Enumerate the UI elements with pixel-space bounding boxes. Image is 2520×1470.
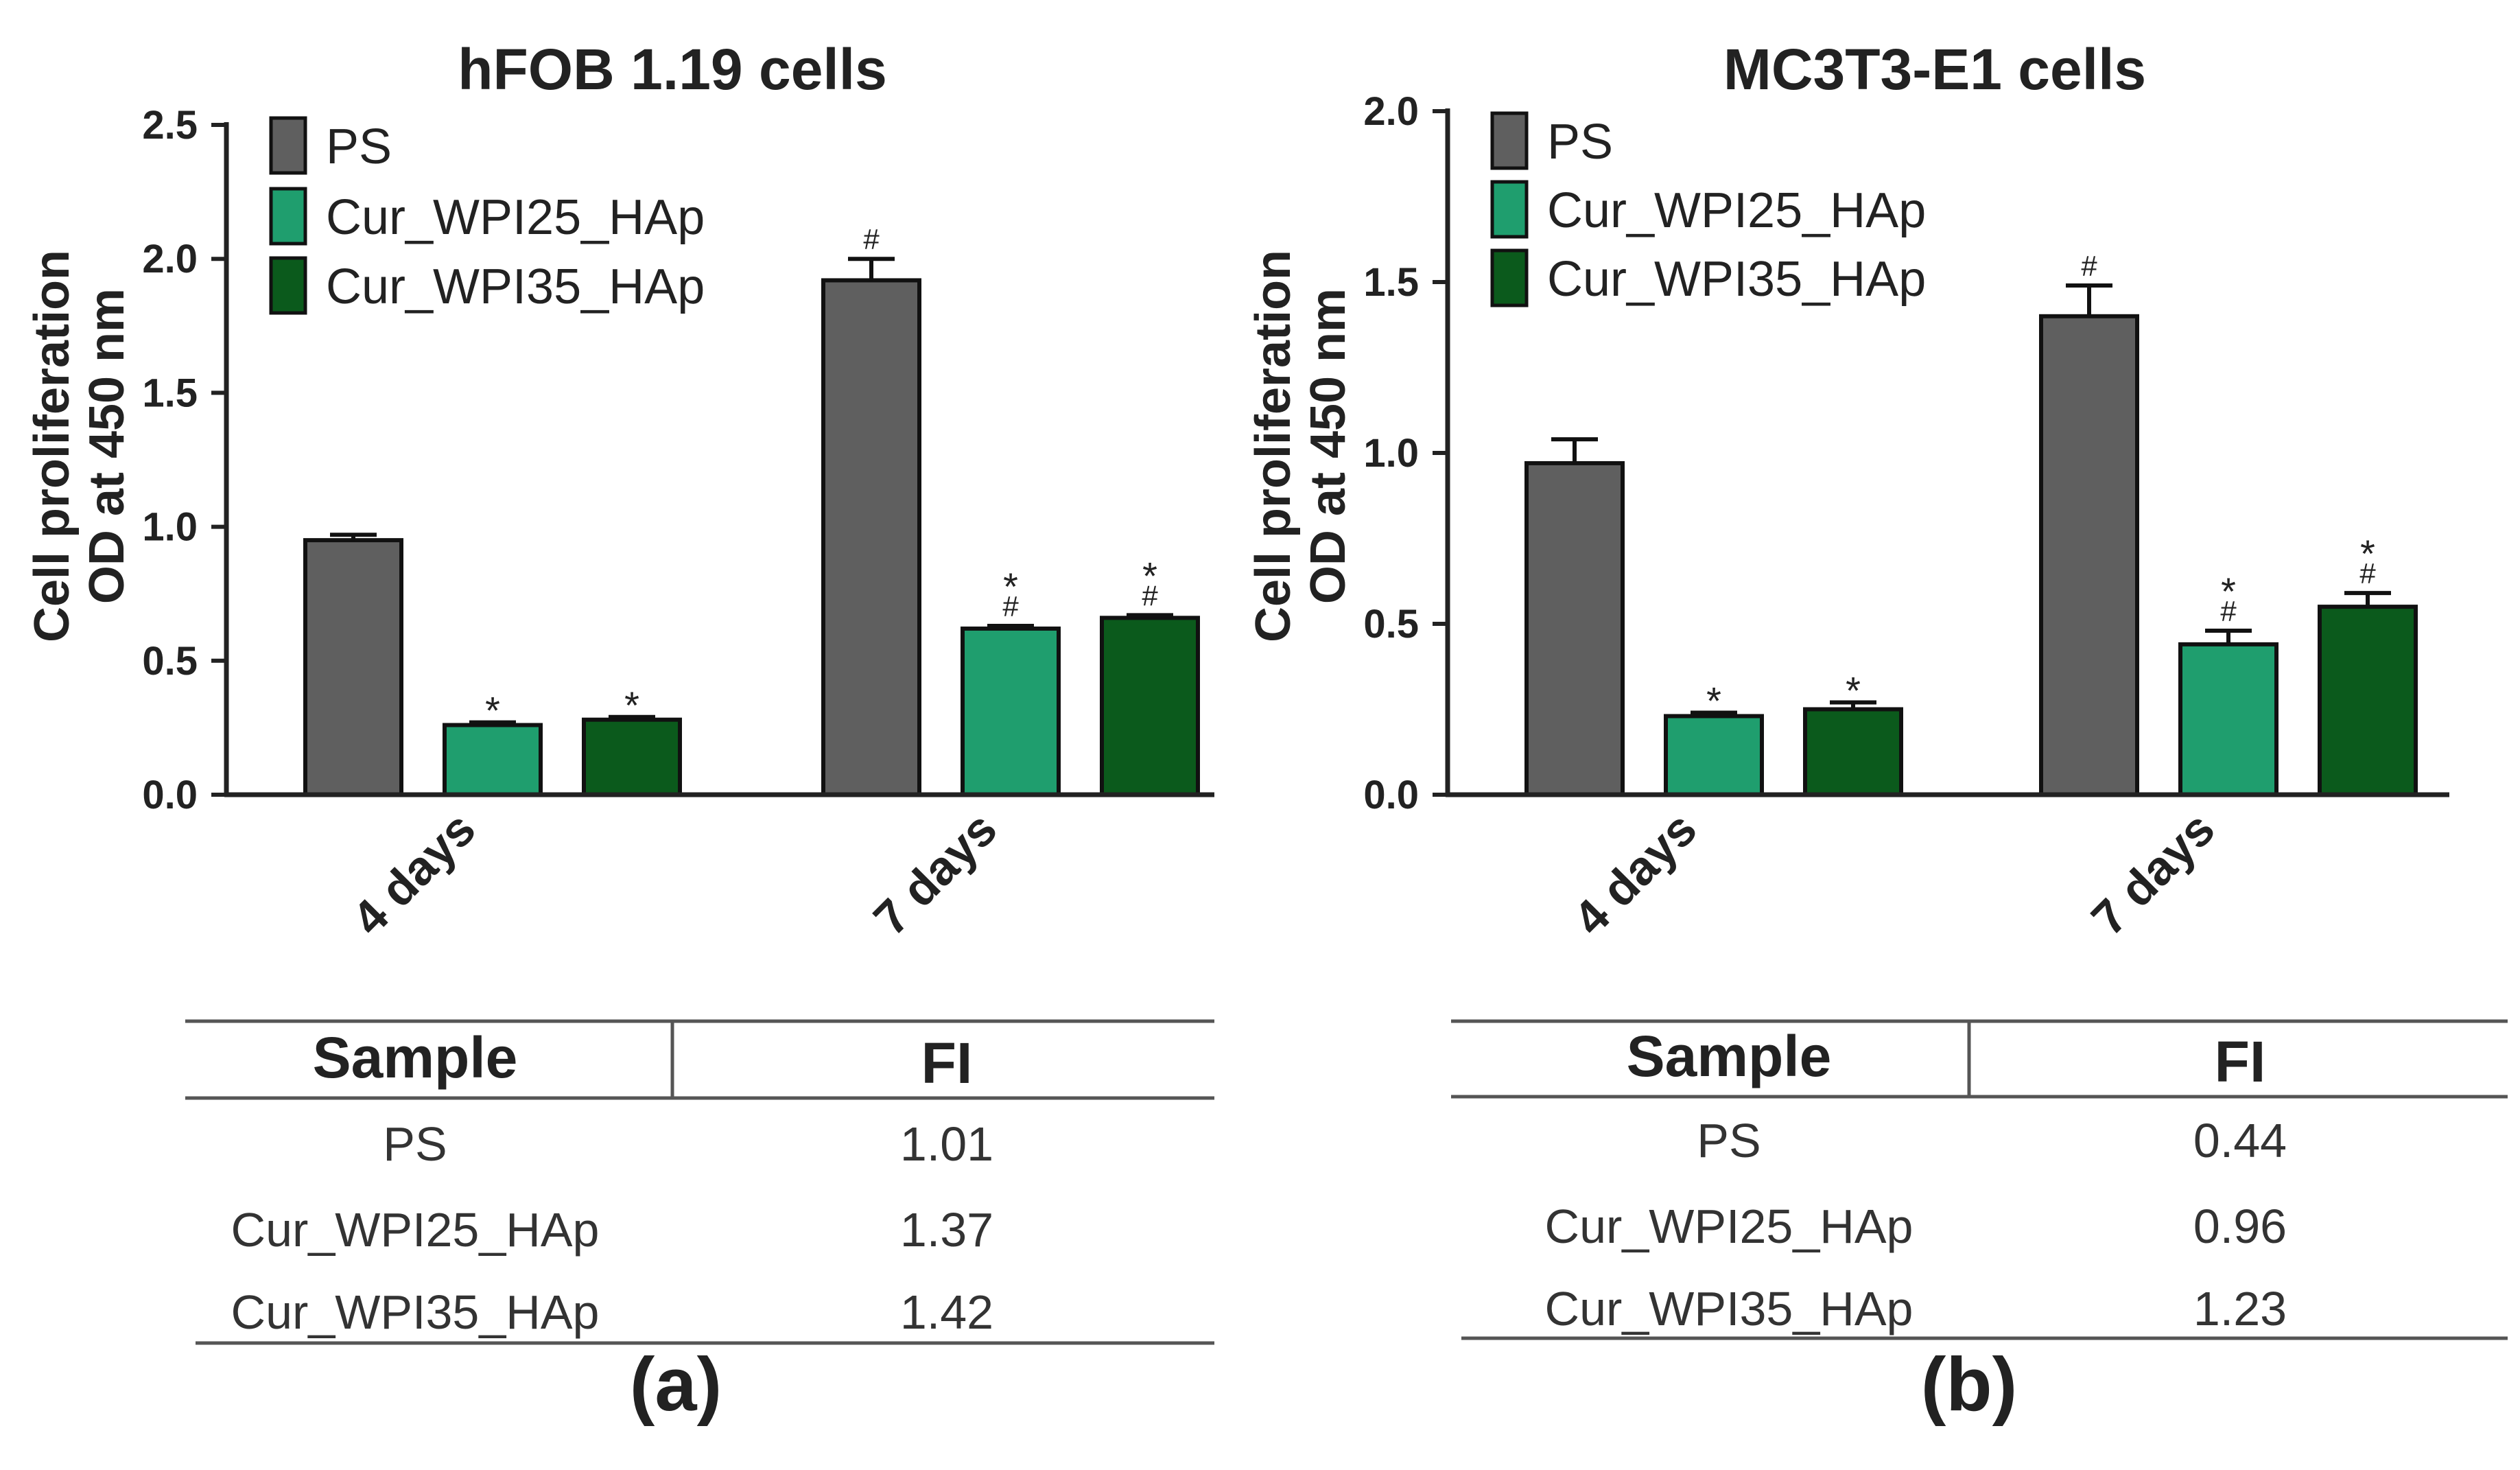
significance-hash: # bbox=[2359, 557, 2376, 590]
legend-swatch-wpi25 bbox=[269, 187, 307, 246]
x-category-label: 7 days bbox=[2081, 802, 2224, 945]
chart-title: MC3T3-E1 cells bbox=[1723, 37, 2146, 102]
chart-panel-a: hFOB 1.19 cells Cell proliferation OD at 4… bbox=[25, 37, 1214, 1427]
legend-swatch-ps bbox=[1490, 111, 1529, 170]
bar-wpi35 bbox=[2318, 605, 2418, 797]
bar-ps bbox=[821, 278, 921, 797]
table-cell-fi: 1.42 bbox=[900, 1285, 993, 1339]
table-header-sample: Sample bbox=[313, 1025, 518, 1090]
panel-label: (a) bbox=[630, 1342, 722, 1427]
fi-table: Sample FI PS 1.01 Cur_WPI25_HAp 1.37 Cur_WPI35… bbox=[185, 1019, 1214, 1345]
legend-label-ps: PS bbox=[1547, 115, 1613, 170]
table-header-sample: Sample bbox=[1627, 1024, 1832, 1088]
legend-label-ps: PS bbox=[326, 119, 392, 174]
y-axis-label-line2: OD at 450 nm bbox=[80, 288, 134, 604]
bar-ps bbox=[303, 538, 403, 797]
table-header-fi: FI bbox=[2215, 1029, 2266, 1094]
x-category-label: 7 days bbox=[863, 802, 1006, 945]
y-tick-label: 1.5 bbox=[142, 371, 198, 415]
legend-label-wpi35: Cur_WPI35_HAp bbox=[326, 259, 705, 314]
y-tick-label: 2.0 bbox=[142, 237, 198, 281]
legend-label-wpi25: Cur_WPI25_HAp bbox=[1547, 183, 1926, 238]
table-cell-fi: 0.44 bbox=[2193, 1114, 2287, 1167]
y-axis-label: Cell proliferation OD at 450 nm bbox=[1246, 250, 1356, 642]
bar-wpi25 bbox=[443, 723, 543, 797]
bar-wpi25 bbox=[2178, 642, 2278, 797]
table-cell-sample: Cur_WPI25_HAp bbox=[231, 1203, 600, 1257]
bar-ps bbox=[1524, 460, 1625, 797]
bar-ps bbox=[2039, 314, 2139, 797]
table-cell-sample: PS bbox=[1697, 1114, 1761, 1167]
y-tick-label: 1.0 bbox=[142, 505, 198, 550]
legend-swatch-wpi35 bbox=[1490, 248, 1529, 307]
bar-wpi35 bbox=[582, 717, 682, 797]
legend-label-wpi25: Cur_WPI25_HAp bbox=[326, 190, 705, 245]
significance-star: * bbox=[2360, 532, 2375, 575]
significance-star: * bbox=[1706, 679, 1721, 722]
significance-hash: # bbox=[1002, 590, 1019, 622]
significance-star: * bbox=[1003, 565, 1018, 608]
table-cell-fi: 1.23 bbox=[2193, 1282, 2287, 1335]
panel-label: (b) bbox=[1921, 1342, 2017, 1427]
significance-hash: # bbox=[863, 223, 880, 255]
significance-star: * bbox=[485, 689, 500, 732]
significance-star: * bbox=[1846, 669, 1861, 712]
chart-panel-b: MC3T3-E1 cells Cell proliferation OD at 45… bbox=[1246, 37, 2508, 1427]
y-tick-label: 0.0 bbox=[142, 773, 198, 817]
y-tick-label: 0.5 bbox=[1363, 602, 1419, 646]
y-axis-label-line2: OD at 450 nm bbox=[1301, 288, 1356, 604]
bar-wpi25 bbox=[1664, 714, 1764, 797]
y-axis-label: Cell proliferation OD at 450 nm bbox=[25, 250, 134, 642]
bar-wpi35 bbox=[1803, 707, 1903, 797]
y-tick-label: 0.5 bbox=[142, 639, 198, 684]
table-cell-sample: Cur_WPI35_HAp bbox=[1545, 1282, 1913, 1335]
legend-swatch-wpi35 bbox=[269, 256, 307, 315]
significance-star: * bbox=[624, 684, 639, 727]
significance-star: * bbox=[1142, 554, 1157, 597]
bar-wpi35 bbox=[1100, 616, 1200, 797]
table-cell-fi: 1.37 bbox=[900, 1203, 993, 1257]
table-cell-sample: Cur_WPI35_HAp bbox=[231, 1285, 600, 1339]
table-cell-sample: PS bbox=[383, 1117, 447, 1171]
y-tick-label: 2.0 bbox=[1363, 89, 1419, 134]
x-category-label: 4 days bbox=[1563, 802, 1706, 945]
y-tick-label: 2.5 bbox=[142, 103, 198, 148]
chart-title: hFOB 1.19 cells bbox=[458, 37, 887, 102]
significance-star: * bbox=[2221, 570, 2236, 613]
y-axis-label-line1: Cell proliferation bbox=[1246, 250, 1301, 642]
table-cell-fi: 1.01 bbox=[900, 1117, 993, 1171]
y-tick-label: 1.0 bbox=[1363, 431, 1419, 476]
legend-label-wpi35: Cur_WPI35_HAp bbox=[1547, 252, 1926, 307]
legend-swatch-wpi25 bbox=[1490, 180, 1529, 239]
y-tick-label: 0.0 bbox=[1363, 773, 1419, 817]
legend-swatch-ps bbox=[269, 116, 307, 175]
bar-wpi25 bbox=[961, 626, 1061, 797]
significance-hash: # bbox=[1142, 579, 1158, 611]
y-tick-label: 1.5 bbox=[1363, 260, 1419, 305]
significance-hash: # bbox=[2081, 250, 2097, 282]
table-cell-sample: Cur_WPI25_HAp bbox=[1545, 1200, 1913, 1253]
y-axis-label-line1: Cell proliferation bbox=[25, 250, 80, 642]
fi-table: Sample FI PS 0.44 Cur_WPI25_HAp 0.96 Cur_WPI35… bbox=[1451, 1019, 2508, 1340]
significance-hash: # bbox=[2220, 595, 2237, 627]
table-cell-fi: 0.96 bbox=[2193, 1200, 2287, 1253]
x-category-label: 4 days bbox=[342, 802, 485, 945]
table-header-fi: FI bbox=[921, 1031, 973, 1095]
